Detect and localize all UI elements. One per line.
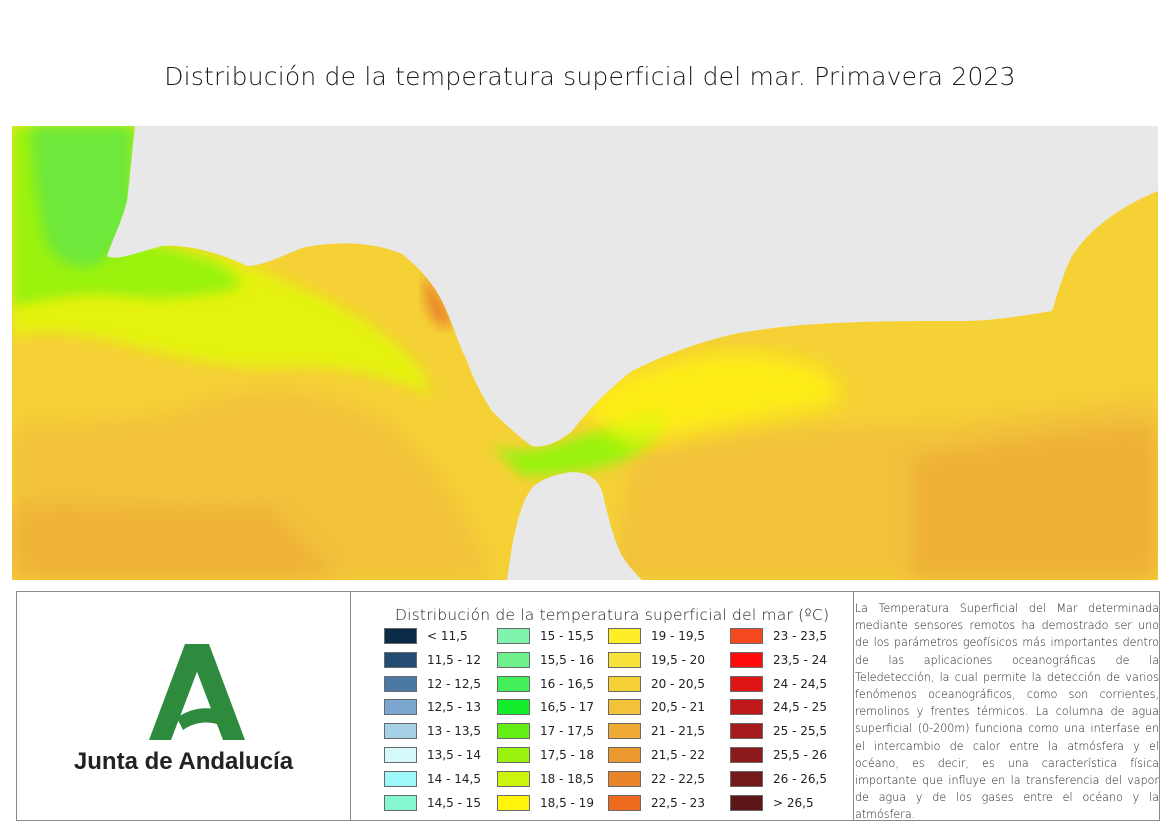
legend-swatch [497, 699, 530, 716]
legend-swatch [730, 794, 763, 811]
legend-swatch [497, 747, 530, 763]
logo-text: Junta de Andalucía [73, 748, 294, 775]
legend-label: 14 - 14,5 [427, 771, 481, 786]
legend-title: Distribución de la temperatura superfici… [395, 606, 830, 624]
legend-swatch [384, 651, 417, 668]
legend-swatch [384, 628, 417, 644]
land-iberia [107, 126, 1158, 447]
legend-swatch [608, 747, 641, 763]
legend-label: 25 - 25,5 [773, 724, 827, 739]
atlantic-cool-core [32, 126, 132, 267]
legend-label: 15,5 - 16 [540, 652, 594, 667]
legend-label: 24,5 - 25 [773, 700, 827, 715]
legend-label: 24 - 24,5 [773, 676, 827, 691]
land-africa [507, 472, 642, 580]
legend-label: 18 - 18,5 [540, 771, 594, 786]
sea-warmer-sw [12, 503, 342, 580]
legend-label: 13 - 13,5 [427, 724, 481, 739]
legend-label: 18,5 - 19 [540, 795, 594, 810]
legend-swatch [730, 651, 763, 668]
legend-label: 17,5 - 18 [540, 748, 594, 762]
legend-label: 20,5 - 21 [651, 700, 705, 715]
legend-swatch [497, 794, 530, 811]
legend-label: 23,5 - 24 [773, 652, 827, 667]
legend-label: 16 - 16,5 [540, 676, 594, 691]
legend-label: 25,5 - 26 [773, 748, 827, 762]
legend-swatch [497, 770, 530, 787]
map-title: Distribución de la temperatura superfici… [164, 62, 1016, 91]
legend-label: 11,5 - 12 [427, 652, 481, 667]
legend-label: 12,5 - 13 [427, 700, 481, 715]
legend-swatch [730, 770, 763, 787]
junta-logo-icon [149, 644, 245, 740]
legend-label: 19,5 - 20 [651, 652, 705, 667]
legend-swatch [384, 723, 417, 740]
legend-label: 23 - 23,5 [773, 629, 827, 643]
legend-label: 26 - 26,5 [773, 771, 827, 786]
logo-box: Junta de Andalucía [17, 592, 351, 820]
legend-swatch [608, 651, 641, 668]
legend-swatch [608, 675, 641, 692]
legend-label: 12 - 12,5 [427, 676, 481, 691]
legend-swatch [497, 651, 530, 668]
legend-swatch [730, 675, 763, 692]
legend-swatch [608, 794, 641, 811]
legend-swatch [730, 628, 763, 644]
legend-label: 22 - 22,5 [651, 771, 705, 786]
legend: Distribución de la temperatura superfici… [350, 592, 854, 820]
legend-swatch [384, 699, 417, 716]
legend-label: < 11,5 [427, 629, 468, 643]
legend-swatch [497, 675, 530, 692]
legend-swatch [608, 723, 641, 740]
legend-label: 13,5 - 14 [427, 748, 481, 762]
legend-label: 21,5 - 22 [651, 748, 705, 762]
legend-label: 14,5 - 15 [427, 795, 481, 810]
legend-label: 20 - 20,5 [651, 676, 705, 691]
alboran-yellow [572, 353, 840, 446]
legend-label: 21 - 21,5 [651, 724, 705, 739]
info-panel: Junta de Andalucía Distribución de la te… [16, 591, 1160, 821]
legend-swatch [384, 794, 417, 811]
legend-swatch [730, 723, 763, 740]
legend-swatch [608, 628, 641, 644]
legend-label: 15 - 15,5 [540, 629, 594, 643]
legend-swatch [384, 675, 417, 692]
legend-swatch [384, 770, 417, 787]
description-text: La Temperatura Superficial del Mar deter… [855, 602, 1159, 822]
legend-swatch [497, 628, 530, 644]
legend-swatch [730, 747, 763, 763]
legend-swatch [497, 723, 530, 740]
sea-warmer-east [912, 426, 1158, 580]
legend-swatch [384, 747, 417, 763]
legend-swatch [608, 699, 641, 716]
coastal-hot-spot [422, 276, 452, 328]
legend-label: 16,5 - 17 [540, 700, 594, 715]
legend-swatch [730, 699, 763, 716]
legend-label: 17 - 17,5 [540, 724, 594, 739]
legend-label: 19 - 19,5 [651, 629, 705, 643]
legend-label: 22,5 - 23 [651, 795, 705, 810]
legend-swatch [608, 770, 641, 787]
sst-map [12, 126, 1158, 580]
legend-label: > 26,5 [773, 795, 814, 810]
